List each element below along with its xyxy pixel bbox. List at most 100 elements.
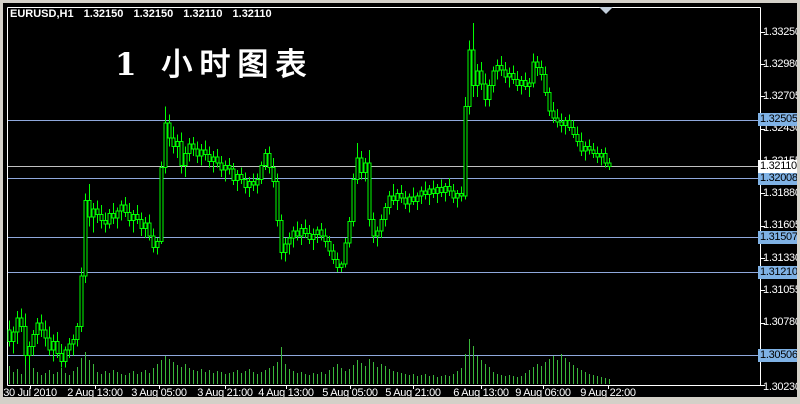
candle-body — [495, 64, 500, 72]
candle-body — [55, 341, 60, 354]
candle-body — [123, 204, 128, 213]
candle-body — [383, 207, 388, 220]
candle-body — [199, 149, 204, 157]
candle-body — [359, 157, 364, 173]
candle-body — [447, 185, 452, 192]
candle-body — [159, 167, 164, 243]
candle-body — [463, 105, 468, 197]
candle-body — [227, 164, 232, 170]
candle-body — [139, 218, 144, 230]
candle-body — [87, 200, 92, 218]
candle-body — [547, 91, 552, 112]
candle-body — [599, 152, 604, 158]
candle-body — [527, 82, 532, 87]
price-tick-label: 1.33250 — [763, 25, 800, 38]
candle-body — [479, 70, 484, 85]
symbol-period-label: EURUSD,H1 — [10, 8, 74, 20]
candle-body — [31, 334, 36, 347]
candle-body — [539, 67, 544, 76]
candle-body — [95, 208, 100, 216]
candle-body — [39, 322, 44, 331]
candle-body — [443, 185, 448, 193]
candle-body — [107, 212, 112, 225]
candle-body — [27, 345, 32, 357]
candle-body — [267, 152, 272, 169]
candle-body — [171, 137, 176, 147]
candle-body — [459, 192, 464, 197]
chart-plot-area[interactable] — [3, 3, 800, 404]
candle-body — [487, 84, 492, 100]
price-tick-label: 1.31330 — [763, 251, 800, 264]
candle-body — [355, 157, 360, 180]
price-tick-label: 1.31880 — [763, 186, 800, 199]
candle-body — [203, 149, 208, 156]
candle-body — [135, 214, 140, 220]
price-tick-label: 1.31055 — [763, 283, 800, 296]
candle-body — [371, 218, 376, 237]
candle-body — [43, 329, 48, 339]
candle-body — [51, 341, 56, 351]
current-price-label: 1.32110 — [758, 159, 797, 173]
price-tick-label: 1.31605 — [763, 219, 800, 232]
candle-body — [559, 121, 564, 126]
candle-body — [451, 190, 456, 199]
candle-body — [343, 242, 348, 265]
candle-body — [35, 322, 40, 336]
candle-body — [507, 73, 512, 78]
candle-body — [211, 156, 216, 163]
candle-body — [207, 154, 212, 163]
time-axis-label: 3 Aug 05:00 — [131, 387, 187, 399]
time-axis-label: 2 Aug 13:00 — [67, 387, 123, 399]
candle-body — [455, 192, 460, 199]
candle-body — [83, 200, 88, 277]
candle-body — [535, 61, 540, 69]
candle-body — [523, 80, 528, 87]
candle-body — [363, 162, 368, 173]
candle-body — [63, 349, 68, 363]
candle-body — [595, 152, 600, 158]
candle-body — [471, 49, 476, 86]
candle-body — [279, 220, 284, 253]
candle-body — [435, 187, 440, 194]
candle-body — [427, 188, 432, 196]
candle-body — [223, 164, 228, 171]
candle-body — [543, 74, 548, 93]
candle-body — [299, 228, 304, 237]
price-tick-label: 1.30230 — [763, 380, 800, 393]
candle-body — [323, 235, 328, 243]
chart-header: EURUSD,H1 1.32150 1.32150 1.32110 1.3211… — [10, 8, 279, 20]
time-axis-label: 6 Aug 13:00 — [453, 387, 509, 399]
candle-body — [259, 164, 264, 180]
candle-body — [163, 122, 168, 169]
candle-body — [551, 110, 556, 119]
candle-body — [155, 241, 160, 249]
candle-body — [147, 222, 152, 237]
candle-body — [119, 204, 124, 212]
candle-body — [607, 162, 612, 167]
candle-body — [255, 178, 260, 186]
candle-body — [111, 212, 116, 219]
ohlc-low-value: 1.32110 — [183, 8, 223, 20]
candle-body — [375, 230, 380, 237]
candle-body — [587, 145, 592, 151]
price-level-label: 1.30506 — [758, 348, 797, 362]
candle-body — [387, 195, 392, 209]
candle-body — [91, 208, 96, 218]
candle-body — [583, 145, 588, 152]
candle-body — [215, 156, 220, 164]
candle-body — [231, 168, 236, 182]
candle-body — [351, 178, 356, 223]
time-axis-label: 5 Aug 21:00 — [385, 387, 441, 399]
candle-body — [491, 70, 496, 86]
candle-body — [79, 275, 84, 327]
candle-body — [283, 243, 288, 253]
candle-body — [499, 64, 504, 71]
candle-body — [419, 190, 424, 197]
candle-body — [327, 241, 332, 252]
candle-body — [167, 122, 172, 139]
candle-body — [75, 325, 80, 340]
candle-body — [319, 229, 324, 237]
candle-body — [71, 338, 76, 345]
chart-title-overlay: 1 小时图表 — [115, 47, 314, 83]
price-level-label: 1.31210 — [758, 265, 797, 279]
